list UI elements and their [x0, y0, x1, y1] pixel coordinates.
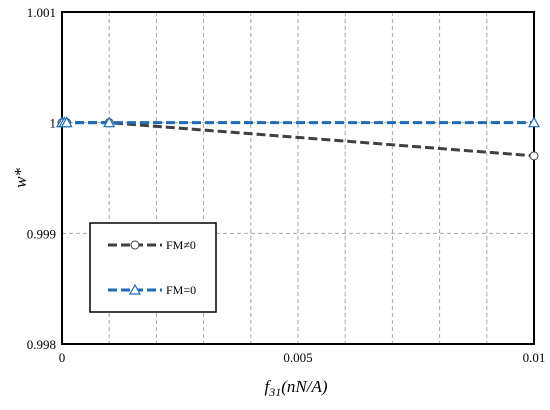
legend-item-1-marker: [128, 283, 142, 295]
x-axis-title-sub: 31: [268, 385, 281, 399]
series-1: [55, 116, 541, 128]
series-1-point-2: [60, 116, 73, 128]
legend-item-1: FM=0: [108, 283, 196, 297]
legend-items: FM≠0 FM=0: [108, 238, 196, 297]
legend-item-0-label: FM≠0: [166, 238, 196, 252]
x-axis-title-unit: (nN/A): [281, 377, 328, 396]
series-1-point-3: [103, 116, 116, 128]
y-axis-title: w*: [11, 168, 30, 188]
legend-box: [89, 222, 217, 313]
tick-labels: 0 0.005 0.01 0.998 0.999 1 1.001: [27, 5, 546, 365]
legend-item-1-label: FM=0: [166, 283, 196, 297]
y-tick-label-1: 0.999: [27, 226, 56, 241]
legend-item-0-marker: [130, 240, 140, 250]
x-axis-title: f31(nN/A): [264, 377, 327, 399]
y-tick-label-2: 1: [50, 116, 57, 131]
y-tick-label-3: 1.001: [27, 5, 56, 20]
series-0-point-4: [529, 151, 539, 161]
legend-item-0: FM≠0: [108, 238, 196, 252]
plot-frame: [61, 11, 535, 345]
x-tick-label-1: 0.005: [283, 350, 312, 365]
x-tick-label-2: 0.01: [523, 350, 546, 365]
x-tick-label-0: 0: [59, 350, 66, 365]
series-1-point-4: [527, 116, 541, 128]
y-tick-label-0: 0.998: [27, 337, 56, 352]
x-axis-title-main: f: [264, 377, 271, 396]
series-lines: [55, 116, 541, 161]
legend: FM≠0 FM=0: [89, 222, 217, 313]
